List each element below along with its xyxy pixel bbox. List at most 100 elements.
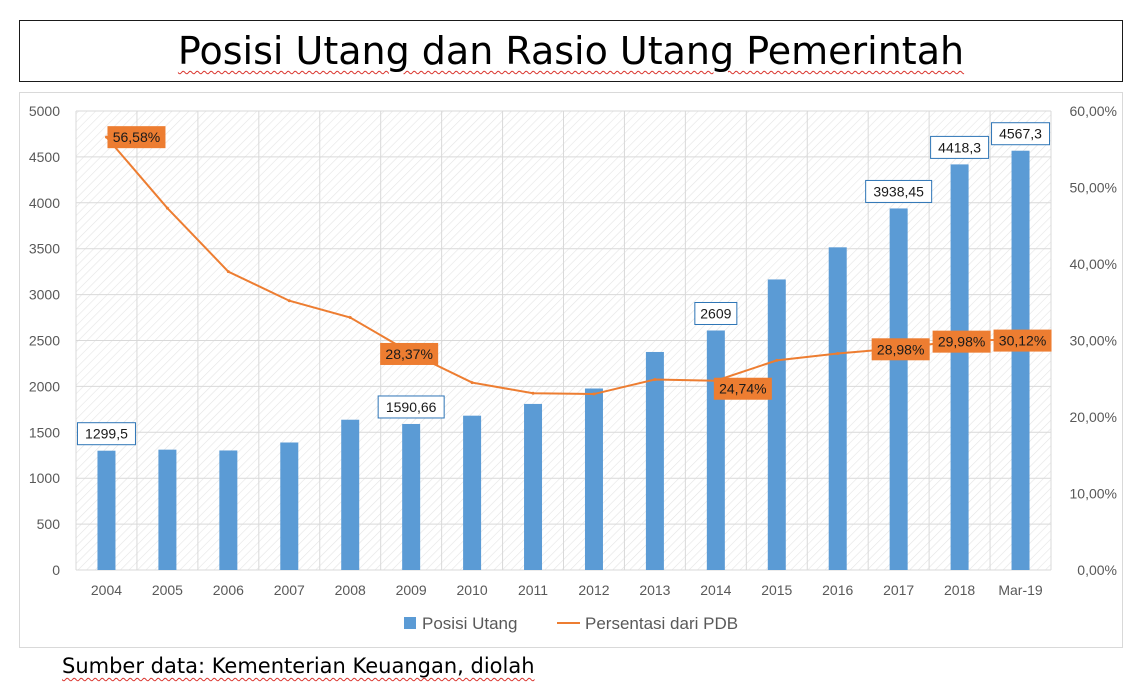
y-right-tick-label: 0,00% (1077, 562, 1117, 578)
line-point (836, 352, 840, 356)
line-data-label: 30,12% (993, 329, 1052, 352)
bar (645, 351, 664, 570)
y-left-tick-label: 5000 (29, 103, 60, 119)
left-axis: 0 500 1000 1500 2000 2500 3000 3500 4000 4500 5000 (29, 103, 60, 578)
x-tick-label: 2016 (822, 582, 853, 598)
x-tick-label: 2012 (578, 582, 609, 598)
data-label-text: 56,58% (113, 129, 160, 145)
x-tick-label: 2017 (883, 582, 914, 598)
y-left-tick-label: 0 (52, 562, 60, 578)
line-point (775, 358, 779, 362)
bar (524, 403, 543, 570)
x-tick-label: 2018 (944, 582, 975, 598)
line-data-label: 56,58% (107, 126, 166, 149)
y-right-tick-label: 30,00% (1070, 333, 1117, 349)
data-label-box (993, 329, 1052, 352)
bar (219, 450, 238, 570)
bar (706, 330, 725, 570)
bar (280, 442, 299, 570)
bar-data-label: 2609 (694, 301, 738, 325)
x-tick-label: Mar-19 (998, 582, 1043, 598)
bar (889, 208, 908, 570)
line-data-label: 28,98% (871, 338, 930, 361)
right-axis: 0,00% 10,00% 20,00% 30,00% 40,00% 50,00% 60,00… (1070, 103, 1117, 578)
data-label-box (713, 377, 772, 400)
y-left-tick-label: 3000 (29, 287, 60, 303)
bar (158, 449, 177, 570)
line-point (104, 135, 108, 139)
bar (767, 279, 786, 570)
bar-data-label: 4418,3 (930, 135, 990, 159)
legend-label-bar: Posisi Utang (422, 614, 517, 633)
line-point (226, 270, 230, 274)
x-tick-label: 2015 (761, 582, 792, 598)
line-data-label: 24,74% (713, 377, 772, 400)
y-left-tick-label: 2000 (29, 378, 60, 394)
x-tick-label: 2008 (335, 582, 366, 598)
data-label-text: 1590,66 (386, 399, 437, 415)
data-label-text: 4567,3 (999, 126, 1042, 142)
data-label-text: 30,12% (999, 333, 1046, 349)
line-point (653, 378, 657, 382)
x-tick-label: 2006 (213, 582, 244, 598)
y-right-tick-label: 20,00% (1070, 409, 1117, 425)
bar-data-label: 1299,5 (76, 422, 136, 446)
x-tick-label: 2011 (518, 582, 548, 598)
data-label-box (107, 126, 166, 149)
combo-chart: 0 500 1000 1500 2000 2500 3000 3500 4000 4500 5000… (29, 103, 1117, 633)
y-left-tick-label: 1500 (29, 424, 60, 440)
y-left-tick-label: 4500 (29, 149, 60, 165)
line-point (348, 316, 352, 320)
legend-label-line: Persentasi dari PDB (585, 614, 738, 633)
x-tick-label: 2010 (457, 582, 488, 598)
x-tick-label: 2007 (274, 582, 305, 598)
bar-data-label: 3938,45 (865, 179, 933, 203)
bar (341, 419, 360, 570)
data-labels: 1299,5 1590,66 2609 3938,45 4418,3 4567,3 56,5… (76, 122, 1052, 446)
data-label-text: 3938,45 (873, 183, 924, 199)
chart-area: 0 500 1000 1500 2000 2500 3000 3500 4000 4500 5000… (19, 92, 1123, 648)
x-tick-label: 2009 (396, 582, 427, 598)
data-label-box (871, 338, 930, 361)
data-label-box (865, 179, 933, 203)
data-label-box (932, 330, 991, 353)
legend: Posisi Utang Persentasi dari PDB (404, 614, 738, 633)
y-left-tick-label: 2500 (29, 333, 60, 349)
chart-title: Posisi Utang dan Rasio Utang Pemerintah (177, 29, 965, 73)
y-right-tick-label: 60,00% (1070, 103, 1117, 119)
line-point (165, 206, 169, 210)
bar (950, 164, 969, 570)
bar-data-label: 4567,3 (991, 122, 1051, 146)
line-data-label: 29,98% (932, 330, 991, 353)
bar (1011, 150, 1030, 570)
x-tick-label: 2005 (152, 582, 183, 598)
line-path (105, 136, 1021, 396)
x-tick-label: 2014 (700, 582, 731, 598)
data-label-text: 28,98% (877, 341, 924, 357)
line-point (531, 391, 535, 395)
x-tick-label: 2004 (91, 582, 122, 598)
y-left-tick-label: 1000 (29, 470, 60, 486)
y-right-tick-label: 50,00% (1070, 180, 1117, 196)
data-label-text: 4418,3 (938, 139, 981, 155)
line-data-label: 28,37% (380, 342, 439, 365)
x-axis: 2004 2005 2006 2007 2008 2009 2010 2011 2012 2013… (91, 582, 1043, 598)
data-label-box (377, 395, 445, 419)
bar-data-label: 1590,66 (377, 395, 445, 419)
y-right-tick-label: 40,00% (1070, 256, 1117, 272)
bar-series-posisi-utang (97, 150, 1030, 570)
data-label-box (380, 342, 439, 365)
gridlines (75, 110, 1052, 571)
data-label-text: 2609 (700, 305, 731, 321)
x-tick-label: 2013 (639, 582, 670, 598)
y-left-tick-label: 4000 (29, 195, 60, 211)
y-right-tick-label: 10,00% (1070, 486, 1117, 502)
line-point (592, 392, 596, 396)
line-point (470, 381, 474, 385)
data-label-box (76, 422, 136, 446)
data-label-text: 24,74% (719, 381, 766, 397)
line-point (287, 299, 291, 303)
data-label-box (991, 122, 1051, 146)
legend-swatch-bar (404, 617, 416, 629)
bar (463, 415, 482, 570)
